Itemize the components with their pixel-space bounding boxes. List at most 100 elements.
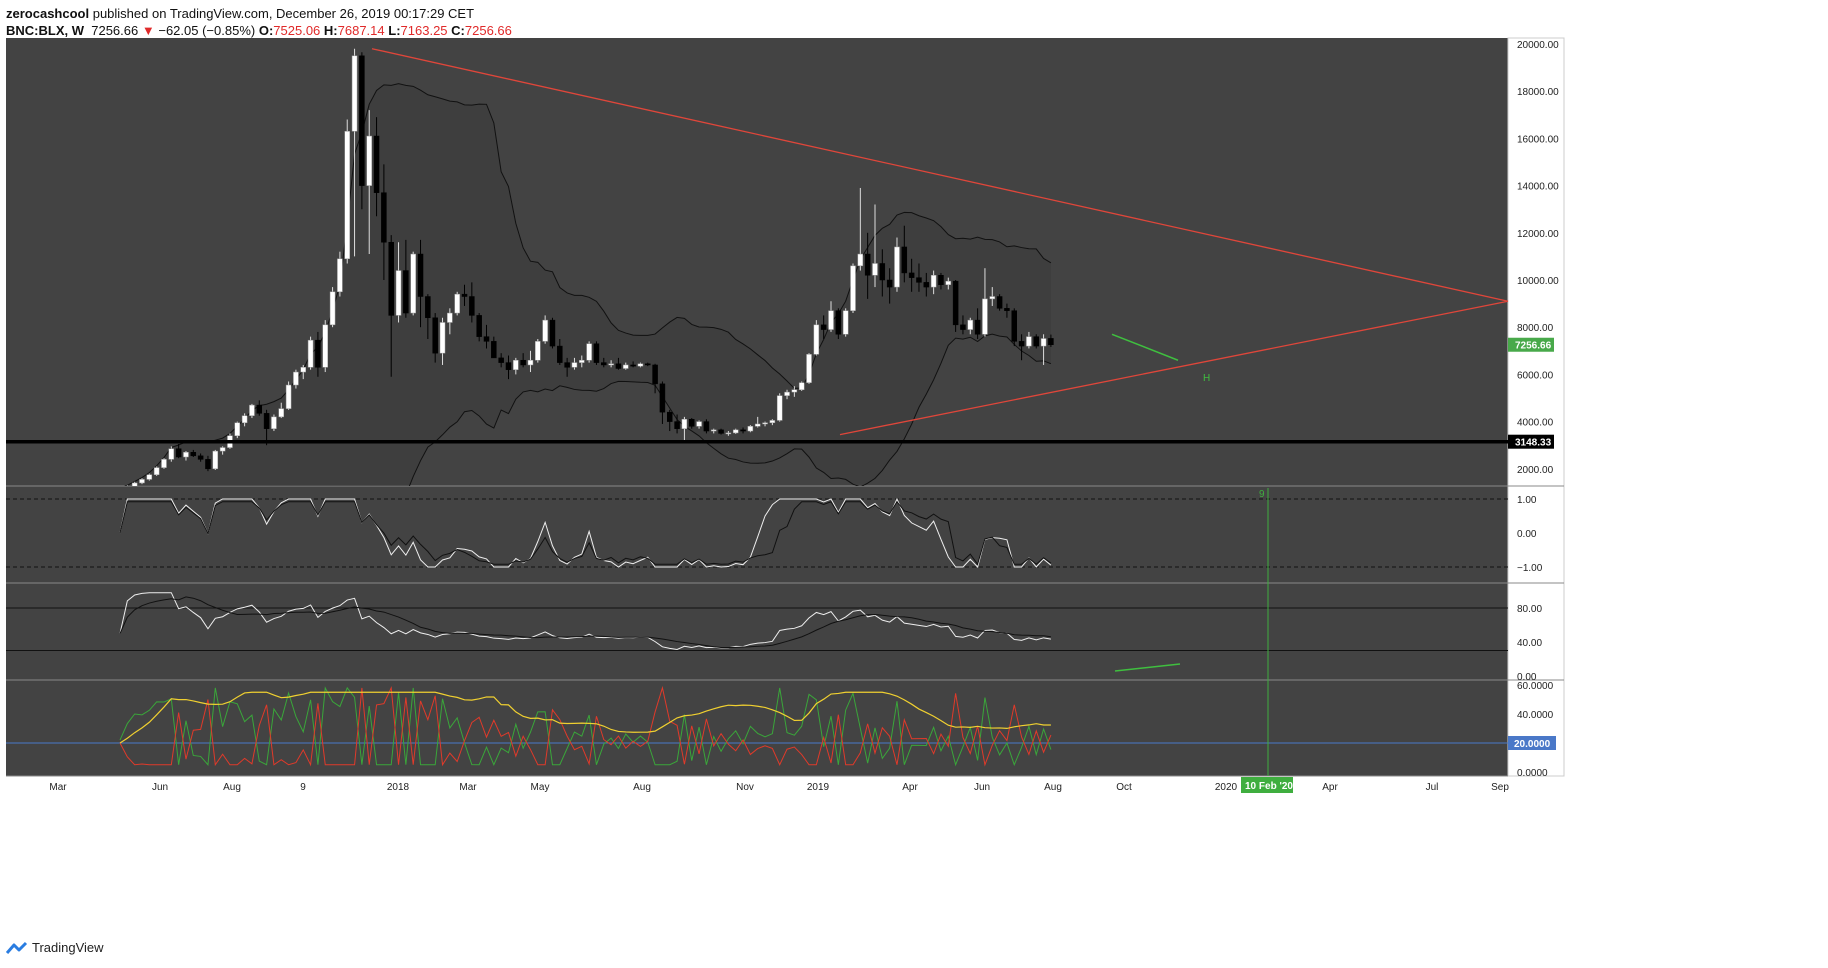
- candle-body: [234, 422, 241, 437]
- candle: [234, 421, 241, 439]
- candle: [732, 428, 739, 434]
- price-tick-label: 20000.00: [1517, 40, 1559, 51]
- candle-body: [161, 459, 167, 468]
- candle: [315, 331, 321, 377]
- candle-body: [175, 448, 182, 458]
- candle: [432, 313, 438, 363]
- candle-body: [285, 384, 292, 409]
- candle-body: [183, 452, 189, 458]
- candle-body: [586, 343, 592, 361]
- candle-body: [300, 367, 306, 373]
- time-tick-label: 2018: [387, 782, 410, 793]
- bollinger-lower: [408, 333, 1052, 486]
- candle-body: [886, 279, 893, 288]
- candle: [645, 362, 651, 367]
- candle: [212, 449, 219, 470]
- candle: [1048, 334, 1054, 347]
- price-tick-label: 10000.00: [1517, 276, 1559, 287]
- candle-body: [923, 282, 930, 288]
- candle: [469, 282, 475, 323]
- time-tick-label: 2019: [807, 782, 830, 793]
- time-tick-label: Oct: [1116, 782, 1132, 793]
- candle: [586, 341, 592, 363]
- open-label: O:: [258, 23, 274, 38]
- candle-body: [1040, 338, 1047, 347]
- candle-body: [776, 395, 783, 421]
- candle-body: [366, 135, 372, 186]
- candle: [842, 308, 849, 337]
- price-tick-label: 6000.00: [1517, 370, 1554, 381]
- candle: [219, 446, 226, 455]
- candle-body: [754, 423, 761, 427]
- candle-body: [403, 270, 409, 314]
- candle-body: [498, 357, 504, 363]
- time-tick-label: Jul: [1426, 782, 1439, 793]
- open-value: 7525.06: [273, 23, 321, 38]
- candle: [762, 421, 768, 427]
- candle-body: [241, 415, 248, 424]
- time-tick-label: Apr: [902, 782, 918, 793]
- time-tick-label: Nov: [736, 782, 754, 793]
- candle-body: [593, 343, 600, 363]
- candle: [1004, 303, 1010, 318]
- candle-body: [916, 277, 922, 283]
- candle-body: [542, 319, 548, 342]
- price-tick-label: 12000.00: [1517, 229, 1559, 240]
- support-badge: [1508, 434, 1554, 449]
- candle-body: [703, 421, 710, 432]
- symbol-label[interactable]: BNC:BLX, W: [6, 23, 84, 38]
- candle-body: [630, 364, 636, 367]
- time-marker-count: 9: [1259, 489, 1265, 500]
- down-arrow-icon: ▼: [141, 23, 155, 38]
- candle: [593, 341, 600, 365]
- dmi-tick-label: 40.0000: [1517, 710, 1554, 721]
- candle-body: [131, 482, 138, 486]
- candle: [960, 315, 966, 335]
- candle: [601, 357, 607, 368]
- candle-body: [857, 253, 864, 267]
- candle-body: [527, 359, 534, 366]
- candle: [542, 315, 548, 344]
- candle-body: [520, 359, 526, 366]
- candle: [901, 225, 908, 283]
- candle-body: [432, 317, 438, 354]
- candle: [241, 413, 248, 427]
- candle-body: [864, 253, 871, 276]
- candle: [153, 466, 160, 476]
- time-tick-label: 2020: [1215, 782, 1238, 793]
- candle: [505, 355, 512, 380]
- candle: [476, 313, 482, 342]
- candle: [263, 409, 270, 446]
- dmi-tick-label: 60.0000: [1517, 681, 1554, 692]
- candle: [681, 416, 688, 441]
- candle: [879, 249, 886, 297]
- candle-body: [329, 291, 336, 326]
- ohlc-legend: BNC:BLX, W 7256.66 ▼ −62.05 (−0.85%) O:7…: [6, 22, 512, 39]
- candle: [131, 481, 138, 486]
- candle-body: [828, 310, 834, 330]
- publisher-name[interactable]: zerocashcool: [6, 6, 90, 21]
- rsi-tick-label: 80.00: [1517, 604, 1542, 615]
- candle-body: [278, 408, 285, 418]
- candle-body: [535, 341, 541, 361]
- candle: [703, 419, 710, 434]
- di-plus-line: [119, 686, 1052, 767]
- upper-trendline: [371, 48, 1509, 302]
- published-text: published on TradingView.com, December 2…: [92, 6, 475, 21]
- candle-body: [820, 324, 827, 330]
- candle-body: [315, 339, 321, 368]
- candle: [491, 336, 497, 359]
- candle-body: [249, 404, 255, 416]
- candle: [293, 369, 299, 389]
- candle: [285, 381, 292, 410]
- candle: [850, 263, 856, 314]
- candle: [337, 251, 343, 297]
- brand-name[interactable]: TradingView: [32, 940, 104, 955]
- candle: [322, 320, 328, 373]
- candle: [439, 317, 446, 365]
- bollinger-upper: [124, 83, 1052, 486]
- candle-body: [1026, 336, 1032, 347]
- price-tick-label: 4000.00: [1517, 418, 1554, 429]
- candle-body: [784, 391, 790, 396]
